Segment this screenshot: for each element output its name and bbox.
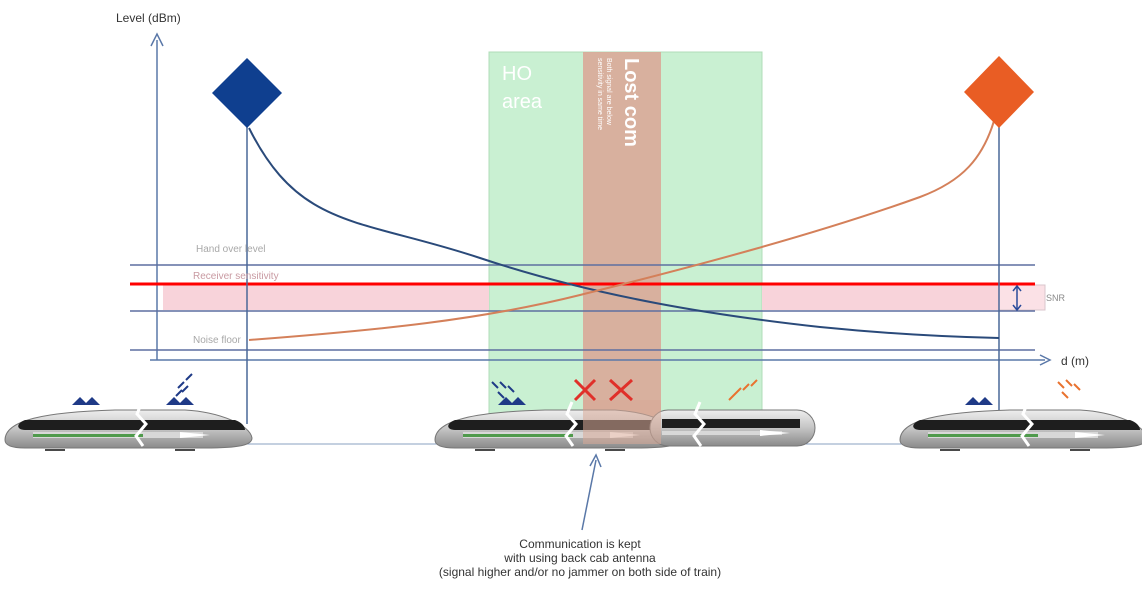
blocked-signal-cross-2 [608,378,634,402]
lost-com-subtitle-line2: sensitivity in same time [596,58,603,130]
right-train-break [1020,401,1034,447]
y-axis-label: Level (dBm) [116,11,181,25]
middle-train-break-2 [692,401,706,447]
middle-train-orange-wave-icon [728,379,758,401]
left-train [4,409,253,451]
handover-level-label: Hand over level [196,244,265,255]
left-train-break [134,401,148,447]
snr-band-end [998,284,1046,311]
ho-area-label-line2: area [502,91,543,113]
right-signal-curve [248,109,998,341]
snr-band-left [163,285,489,310]
y-axis-arrow [150,32,164,47]
blocked-signal-cross-1 [573,378,597,402]
receiver-sensitivity-label: Receiver sensitivity [193,271,279,282]
left-signal-curve [248,127,1000,339]
middle-train-blue-wave-icon [491,381,515,399]
x-axis-label: d (m) [1061,354,1089,368]
snr-label: SNR [1046,293,1066,303]
right-train [899,409,1142,451]
communication-caption: Communication is kept with using back ca… [360,537,800,579]
caption-line-3: (signal higher and/or no jammer on both … [438,565,722,579]
middle-train-break-1 [564,401,578,447]
lost-com-title: Lost com [620,58,642,147]
callout-pointer-line [581,459,597,531]
left-train-blue-wave-icon [175,373,193,397]
ho-area-label-line1: HO [502,63,532,85]
snr-arrow-heads [1012,284,1022,312]
snr-band-right [762,285,999,310]
callout-pointer-arrow [589,453,602,468]
lost-com-zone [583,52,661,444]
lost-com-overlay-on-train [583,400,661,444]
middle-train-rear-car [649,409,816,447]
left-train-rear-antenna [166,397,194,405]
left-train-front-antenna [72,397,100,405]
right-train-orange-wave-icon [1057,379,1081,399]
left-base-station-diamond [212,58,282,128]
noise-floor-label: Noise floor [193,335,241,346]
lost-com-subtitle-line1: Both signal are below [605,58,612,126]
caption-line-2: with using back cab antenna [504,551,656,565]
caption-line-1: Communication is kept [519,537,641,551]
right-train-antenna [965,397,993,405]
right-base-station-diamond [964,56,1034,128]
x-axis-arrow [1039,354,1052,366]
